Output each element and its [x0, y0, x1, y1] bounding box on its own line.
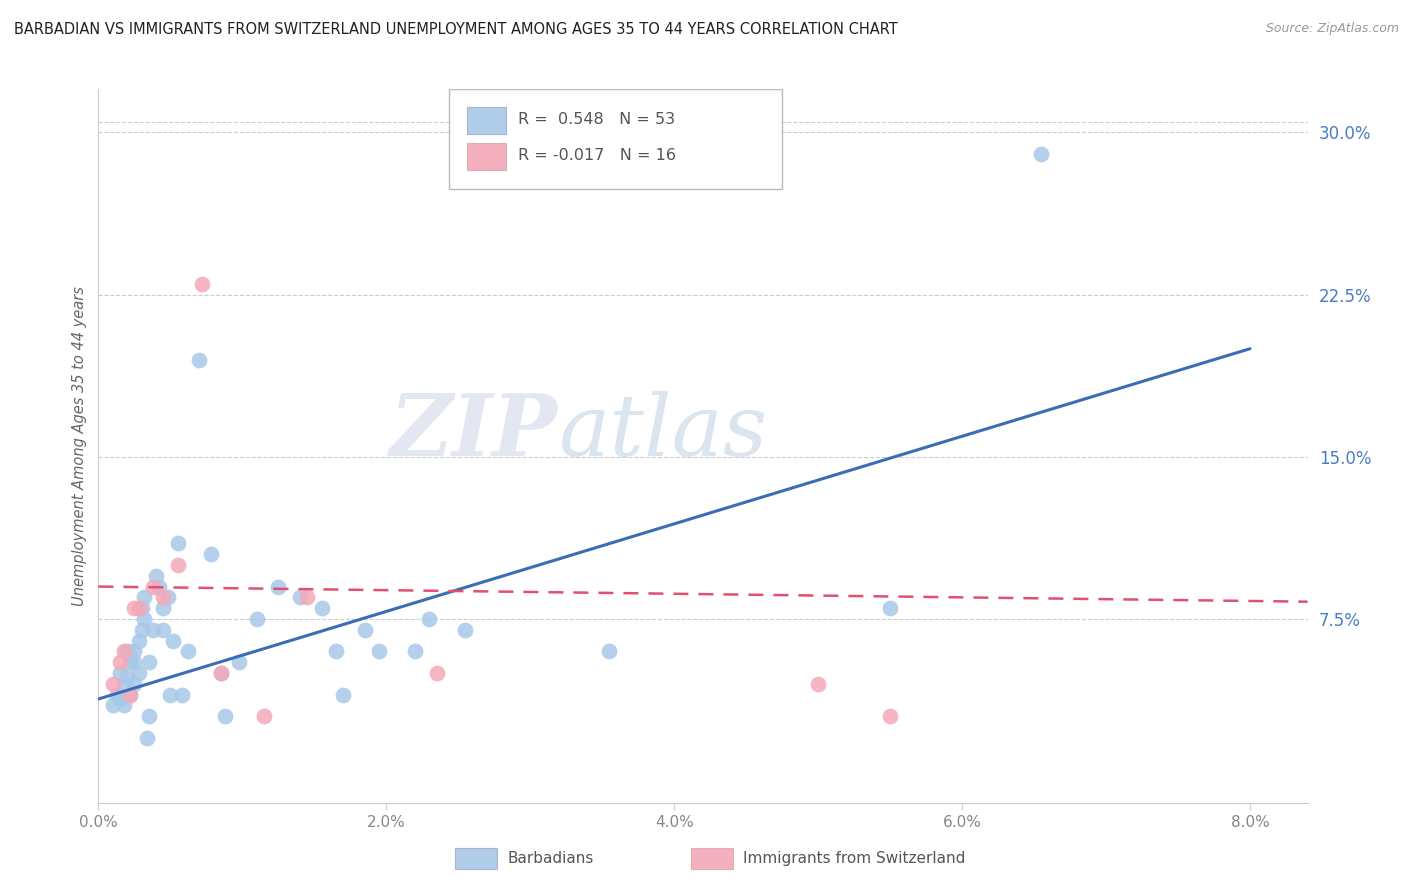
- Point: [120, 655, 142, 669]
- Point: [325, 644, 347, 658]
- Point: [142, 623, 165, 637]
- Point: [101, 677, 124, 691]
- Point: [246, 612, 269, 626]
- Text: BARBADIAN VS IMMIGRANTS FROM SWITZERLAND UNEMPLOYMENT AMONG AGES 35 TO 44 YEARS : BARBADIAN VS IMMIGRANTS FROM SWITZERLAND…: [14, 22, 898, 37]
- Point: [101, 698, 124, 713]
- Point: [128, 666, 150, 681]
- Point: [426, 666, 449, 681]
- Point: [159, 688, 181, 702]
- Point: [156, 591, 179, 605]
- Point: [807, 677, 830, 691]
- Text: Barbadians: Barbadians: [508, 851, 593, 866]
- Point: [142, 580, 165, 594]
- FancyBboxPatch shape: [449, 89, 782, 189]
- Point: [267, 580, 290, 594]
- Point: [311, 601, 333, 615]
- Text: Source: ZipAtlas.com: Source: ZipAtlas.com: [1265, 22, 1399, 36]
- Point: [138, 709, 160, 723]
- Point: [134, 591, 156, 605]
- Point: [295, 591, 318, 605]
- Point: [353, 623, 375, 637]
- Point: [124, 655, 146, 669]
- Point: [145, 568, 167, 582]
- Point: [879, 709, 901, 723]
- Text: R =  0.548   N = 53: R = 0.548 N = 53: [517, 112, 675, 128]
- Point: [152, 601, 174, 615]
- Text: atlas: atlas: [558, 391, 768, 473]
- Point: [112, 677, 135, 691]
- Point: [188, 352, 211, 367]
- Point: [1031, 147, 1053, 161]
- Bar: [467, 107, 506, 134]
- Point: [253, 709, 276, 723]
- Point: [128, 601, 150, 615]
- Point: [166, 558, 188, 572]
- Point: [124, 644, 146, 658]
- Point: [112, 644, 135, 658]
- Point: [209, 666, 232, 681]
- Point: [166, 536, 188, 550]
- Point: [368, 644, 391, 658]
- Text: Immigrants from Switzerland: Immigrants from Switzerland: [742, 851, 966, 866]
- Point: [131, 601, 153, 615]
- Point: [214, 709, 236, 723]
- Point: [170, 688, 193, 702]
- Point: [879, 601, 901, 615]
- Point: [288, 591, 311, 605]
- Text: R = -0.017   N = 16: R = -0.017 N = 16: [517, 148, 676, 163]
- Point: [209, 666, 232, 681]
- Point: [115, 670, 138, 684]
- Point: [138, 655, 160, 669]
- Point: [152, 591, 174, 605]
- Point: [112, 698, 135, 713]
- Text: ZIP: ZIP: [389, 390, 558, 474]
- Point: [191, 277, 214, 291]
- Bar: [690, 847, 734, 869]
- Point: [120, 688, 142, 702]
- Point: [128, 633, 150, 648]
- Point: [136, 731, 159, 745]
- Point: [598, 644, 620, 658]
- Point: [105, 688, 128, 702]
- Point: [120, 648, 142, 663]
- Point: [152, 623, 174, 637]
- Point: [124, 601, 146, 615]
- Bar: [456, 847, 498, 869]
- Y-axis label: Unemployment Among Ages 35 to 44 years: Unemployment Among Ages 35 to 44 years: [72, 286, 87, 606]
- Point: [404, 644, 426, 658]
- Point: [418, 612, 440, 626]
- Point: [228, 655, 250, 669]
- Point: [200, 547, 222, 561]
- Point: [332, 688, 354, 702]
- Point: [162, 633, 184, 648]
- Point: [115, 644, 138, 658]
- Point: [134, 612, 156, 626]
- Point: [131, 623, 153, 637]
- Bar: [467, 143, 506, 169]
- Point: [108, 666, 131, 681]
- Point: [120, 688, 142, 702]
- Point: [108, 655, 131, 669]
- Point: [108, 692, 131, 706]
- Point: [176, 644, 198, 658]
- Point: [454, 623, 477, 637]
- Point: [124, 677, 146, 691]
- Point: [148, 580, 170, 594]
